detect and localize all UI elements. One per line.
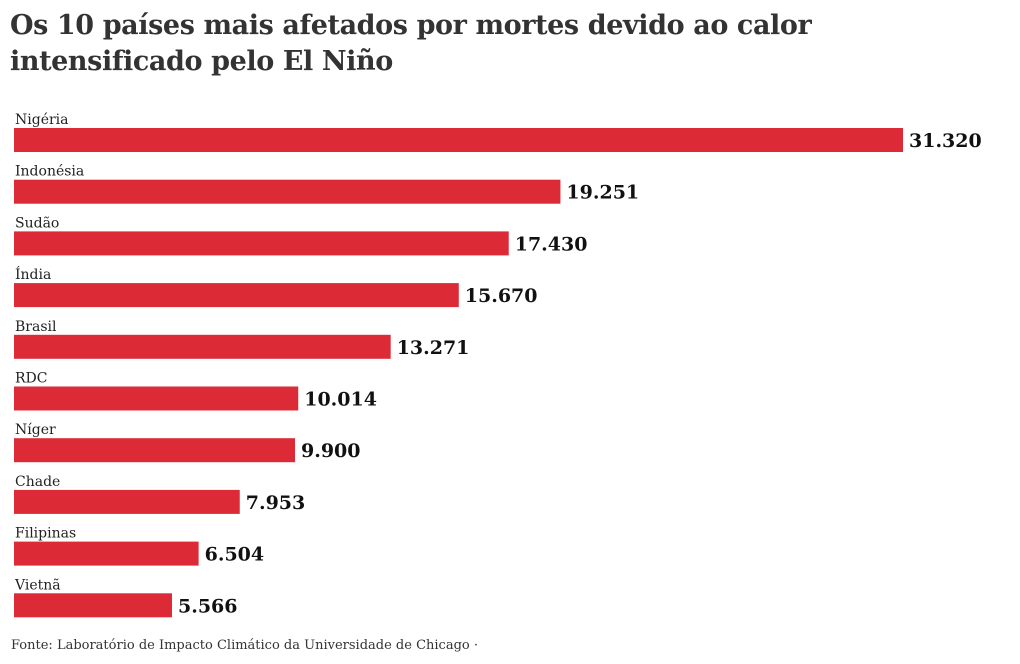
value-label: 7.953 [246,492,305,514]
value-label: 17.430 [515,233,588,255]
category-label: Indonésia [15,164,84,180]
value-label: 19.251 [566,182,639,204]
value-label: 5.566 [178,595,238,617]
bar [14,593,172,618]
value-label: 9.900 [301,440,361,462]
value-label: 31.320 [909,130,982,152]
bar [14,438,296,463]
category-label: Brasil [15,319,57,335]
value-label: 10.014 [304,389,377,411]
bar [14,541,199,566]
category-label: Chade [15,474,60,490]
bar [14,128,903,152]
category-label: RDC [15,371,47,387]
category-label: Níger [15,422,56,438]
category-label: Vietnã [14,577,61,593]
category-label: Sudão [15,215,59,231]
category-label: Filipinas [15,526,76,542]
bar [14,179,561,204]
source-note: Fonte: Laboratório de Impacto Climático … [11,638,478,653]
bar [14,283,459,308]
value-label: 6.504 [205,544,264,566]
category-label: Nigéria [15,112,69,128]
bar [14,386,299,411]
bar [14,231,509,256]
value-label: 13.271 [397,337,470,359]
chart-title: Os 10 países mais afetados por mortes de… [10,10,812,77]
bar [14,489,240,514]
value-label: 15.670 [465,285,538,307]
bar [14,334,391,359]
category-label: Índia [15,265,51,283]
